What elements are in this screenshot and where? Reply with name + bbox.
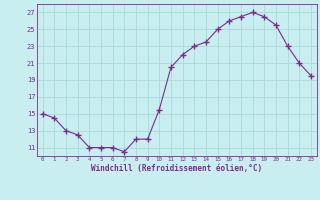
X-axis label: Windchill (Refroidissement éolien,°C): Windchill (Refroidissement éolien,°C) (91, 164, 262, 173)
